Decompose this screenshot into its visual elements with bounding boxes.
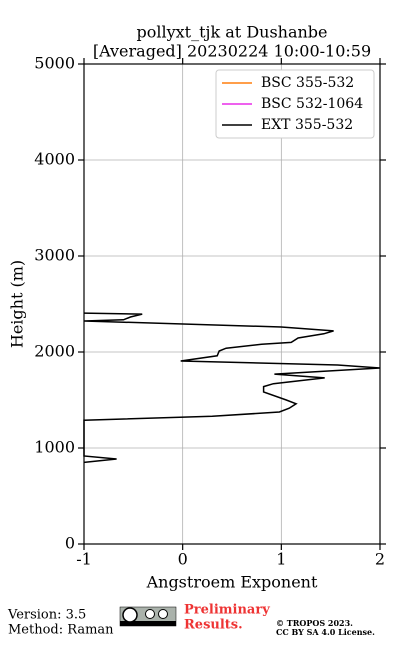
status: Preliminary xyxy=(184,603,270,618)
data-line xyxy=(83,312,381,464)
legend-label: BSC 355-532 xyxy=(261,75,354,91)
x-tick-label: 0 xyxy=(178,550,188,569)
chart-title: pollyxt_tjk at Dushanbe xyxy=(136,23,327,42)
x-tick-label: 2 xyxy=(375,550,385,569)
x-tick-label: 1 xyxy=(276,550,286,569)
y-tick-label: 0 xyxy=(65,534,75,553)
y-tick-label: 5000 xyxy=(34,54,75,73)
license: © TROPOS 2023. xyxy=(276,618,353,628)
method: Method: Raman xyxy=(8,623,114,638)
status: Results. xyxy=(184,618,243,633)
plot-frame xyxy=(83,63,381,545)
y-axis-label: Height (m) xyxy=(8,260,27,348)
chart-title: [Averaged] 20230224 10:00-10:59 xyxy=(93,42,371,61)
y-tick-label: 4000 xyxy=(34,150,75,169)
x-tick-label: -1 xyxy=(76,550,92,569)
license: CC BY SA 4.0 License. xyxy=(276,627,375,637)
y-tick-label: 3000 xyxy=(34,246,75,265)
y-tick-label: 1000 xyxy=(34,438,75,457)
cc-logo xyxy=(119,606,177,627)
legend-label: BSC 532-1064 xyxy=(261,96,363,112)
y-tick-label: 2000 xyxy=(34,342,75,361)
version: Version: 3.5 xyxy=(7,608,86,623)
legend-label: EXT 355-532 xyxy=(261,117,353,133)
legend-box xyxy=(215,69,375,139)
x-axis-label: Angstroem Exponent xyxy=(146,573,318,592)
